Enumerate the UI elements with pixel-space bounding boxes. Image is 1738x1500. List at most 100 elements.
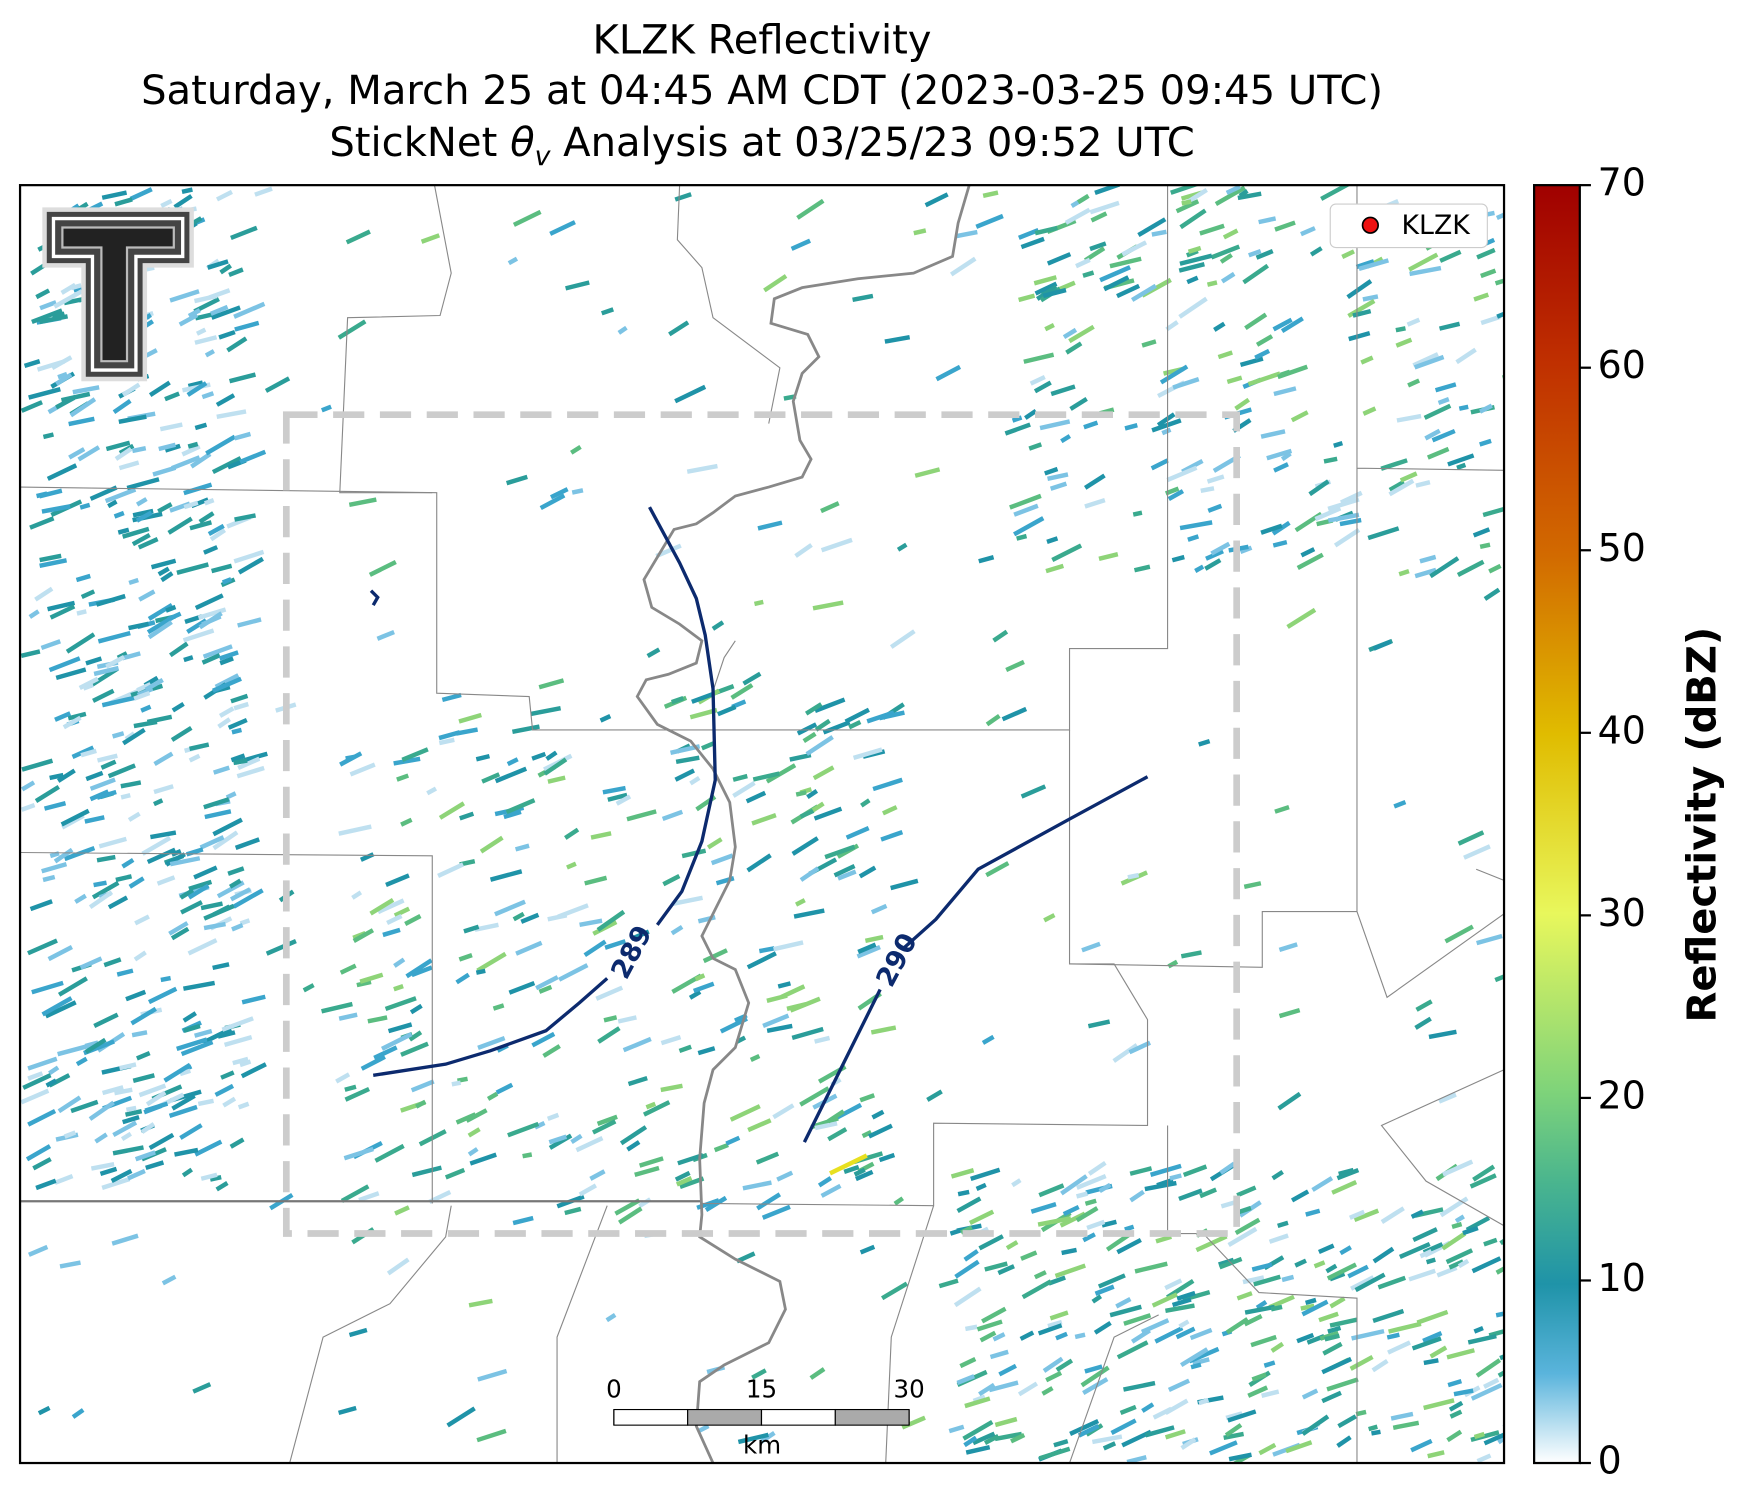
echo [348,497,377,507]
echo [1161,427,1172,436]
echo [670,744,701,755]
echo [1199,1187,1217,1199]
echo [1037,1216,1072,1227]
echo [1434,382,1457,393]
title-text: StickNet [329,120,510,166]
echo [1087,1160,1107,1176]
echo [91,880,120,900]
echo [1296,1332,1315,1344]
echo [802,731,817,744]
echo [55,372,73,386]
echo [646,647,661,659]
echo [1228,1452,1252,1462]
echo [1084,1198,1097,1206]
echo [1409,265,1442,277]
echo [1347,1264,1369,1279]
echo [765,763,797,784]
echo [1225,185,1241,195]
echo [1187,534,1200,542]
echo [1371,1358,1389,1373]
colorbar: Reflectivity (dBZ) 0 10 20 30 40 50 60 70 [1533,161,1726,1483]
echo [1021,1279,1053,1300]
echo [1311,1176,1334,1192]
echo [1101,1219,1117,1228]
echo [790,238,811,251]
echo [1309,246,1323,257]
echo [337,319,367,340]
colorbar-tick-label: 50 [1598,526,1646,570]
echo [668,320,690,337]
scale-segment [687,1408,763,1426]
echo [590,831,612,840]
echo [199,835,225,850]
echo [231,727,242,735]
echo [814,1121,838,1131]
echo [1137,217,1167,238]
echo [489,869,523,882]
echo [49,772,64,781]
echo [29,516,55,530]
echo [670,924,684,936]
echo [147,620,173,640]
echo [1172,377,1200,390]
echo [1479,403,1493,414]
echo [675,1176,693,1187]
echo [1189,1327,1213,1341]
echo [1127,872,1140,880]
echo [571,488,584,495]
echo [125,1108,143,1117]
echo [994,1416,1018,1428]
echo [127,811,141,822]
echo [60,808,90,827]
echo [386,1257,410,1276]
echo [634,1165,660,1177]
echo [359,852,375,862]
echo [545,750,558,761]
echo [129,187,153,201]
echo [1483,1432,1505,1446]
echo [200,901,223,911]
echo [1103,275,1130,292]
echo [1020,236,1045,250]
echo [1255,249,1274,260]
echo [1388,479,1406,492]
echo [67,711,87,721]
echo [729,1104,761,1122]
echo [105,440,131,452]
echo [180,900,203,915]
echo [201,391,215,400]
echo [156,875,176,886]
echo [1124,1224,1135,1232]
echo [111,1233,139,1246]
echo [302,983,315,993]
echo [896,542,908,552]
echo [194,1139,223,1157]
echo [1175,1326,1196,1340]
echo [179,1068,191,1077]
echo [1472,1164,1496,1182]
echo [183,655,194,663]
echo [924,192,949,208]
echo [1047,472,1069,481]
echo [686,463,718,474]
echo [531,751,547,761]
echo [1227,1226,1258,1247]
echo [926,1089,943,1102]
echo [1098,1182,1112,1193]
echo [981,1306,1007,1324]
echo [758,946,775,954]
echo [506,757,519,767]
echo [1099,265,1131,283]
echo [538,678,565,690]
echo [1457,830,1485,846]
echo [1150,458,1169,471]
echo [158,442,177,452]
echo [264,376,291,393]
echo [495,1082,514,1095]
echo [201,614,222,627]
echo [135,497,148,507]
echo [1329,1317,1358,1328]
echo [1301,1299,1329,1317]
echo [1013,503,1039,517]
echo [74,893,87,904]
